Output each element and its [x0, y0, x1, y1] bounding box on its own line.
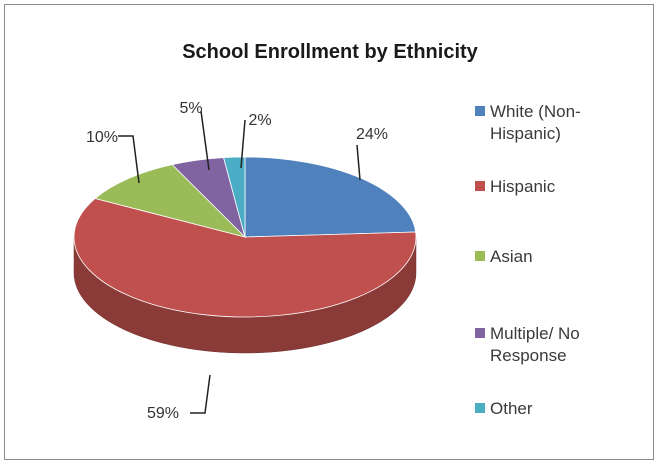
pie-plot: 24% 59% 10% 5% 2%	[73, 100, 417, 422]
pie-slice-2	[94, 164, 247, 238]
chart-title: School Enrollment by Ethnicity	[182, 41, 478, 63]
legend-label-4: Other	[490, 399, 533, 418]
pie-slice-1	[73, 198, 417, 318]
legend-item-1: Hispanic	[475, 176, 640, 198]
legend-item-0: White (Non-Hispanic)	[475, 101, 640, 145]
data-label-3: 5%	[179, 100, 202, 117]
data-label-4: 2%	[248, 112, 271, 129]
legend-swatch-3	[475, 328, 485, 338]
legend-item-4: Other	[475, 398, 640, 420]
legend-swatch-2	[475, 251, 485, 261]
legend-swatch-0	[475, 106, 485, 116]
legend-item-2: Asian	[475, 246, 640, 268]
chart-frame: School Enrollment by Ethnicity 24% 59% 10%…	[4, 4, 654, 460]
legend-swatch-4	[475, 403, 485, 413]
data-label-0: 24%	[356, 126, 388, 143]
pie-slice-4	[223, 156, 246, 238]
legend-item-3: Multiple/ No Response	[475, 323, 640, 367]
leader-line-4	[240, 119, 246, 169]
pie-slice-0	[244, 156, 417, 238]
legend-label-2: Asian	[490, 247, 533, 266]
leader-line-1	[190, 374, 211, 414]
leader-line-3	[200, 110, 210, 171]
leader-line-0	[356, 144, 361, 181]
legend-label-1: Hispanic	[490, 177, 556, 196]
data-label-1: 59%	[147, 405, 179, 422]
data-label-2: 10%	[86, 129, 118, 146]
legend-label-3: Multiple/ No Response	[490, 324, 580, 365]
leader-line-2	[118, 135, 140, 184]
legend-label-0: White (Non-Hispanic)	[490, 102, 581, 143]
legend-swatch-1	[475, 181, 485, 191]
